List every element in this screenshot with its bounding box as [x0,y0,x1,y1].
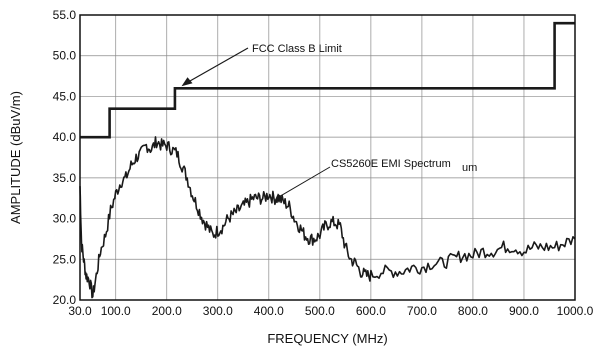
series-layer [79,21,576,299]
x-tick-label: 400.0 [254,304,284,318]
y-tick-label: 50.0 [53,49,77,63]
y-tick-label: 55.0 [53,8,77,22]
x-tick-label: 800.0 [458,304,488,318]
plot-frame [79,14,576,301]
y-tick-label: 35.0 [53,171,77,185]
grid [79,14,576,301]
x-tick-label: 900.0 [509,304,539,318]
y-tick-label: 40.0 [53,130,77,144]
annotation-arrow-line [189,47,249,82]
y-tick-label: 25.0 [53,252,77,266]
x-tick-label: 1000.0 [557,304,593,318]
annotation-arrow-line [279,166,331,197]
x-tick-label: 300.0 [203,304,233,318]
y-axis-label: AMPLITUDE (dBuV/m) [8,91,23,224]
x-tick-label: 30.0 [68,304,92,318]
annotation-um: um [462,162,477,174]
y-tick-label: 30.0 [53,212,77,226]
y-tick-label: 20.0 [53,293,77,307]
x-tick-label: 600.0 [356,304,386,318]
series-emi-spectrum [79,136,576,299]
x-axis-label: FREQUENCY (MHz) [267,331,387,346]
x-tick-label: 700.0 [407,304,437,318]
annotations: FCC Class B Limit CS5260E EMI Spectrum um [181,43,477,203]
series-fcc-class-b-limit [80,21,575,139]
annotation-emi-spectrum: CS5260E EMI Spectrum [331,158,451,170]
annotation-arrowhead [273,193,283,203]
annotation-fcc-limit: FCC Class B Limit [252,43,342,55]
x-tick-label: 100.0 [101,304,131,318]
y-tick-label: 45.0 [53,89,77,103]
annotation-arrowhead [181,77,193,87]
x-tick-label: 500.0 [305,304,335,318]
tick-labels: 30.0 100.0 200.0 300.0 400.0 500.0 600.0 700.0 8… [53,8,593,318]
x-tick-label: 200.0 [152,304,182,318]
